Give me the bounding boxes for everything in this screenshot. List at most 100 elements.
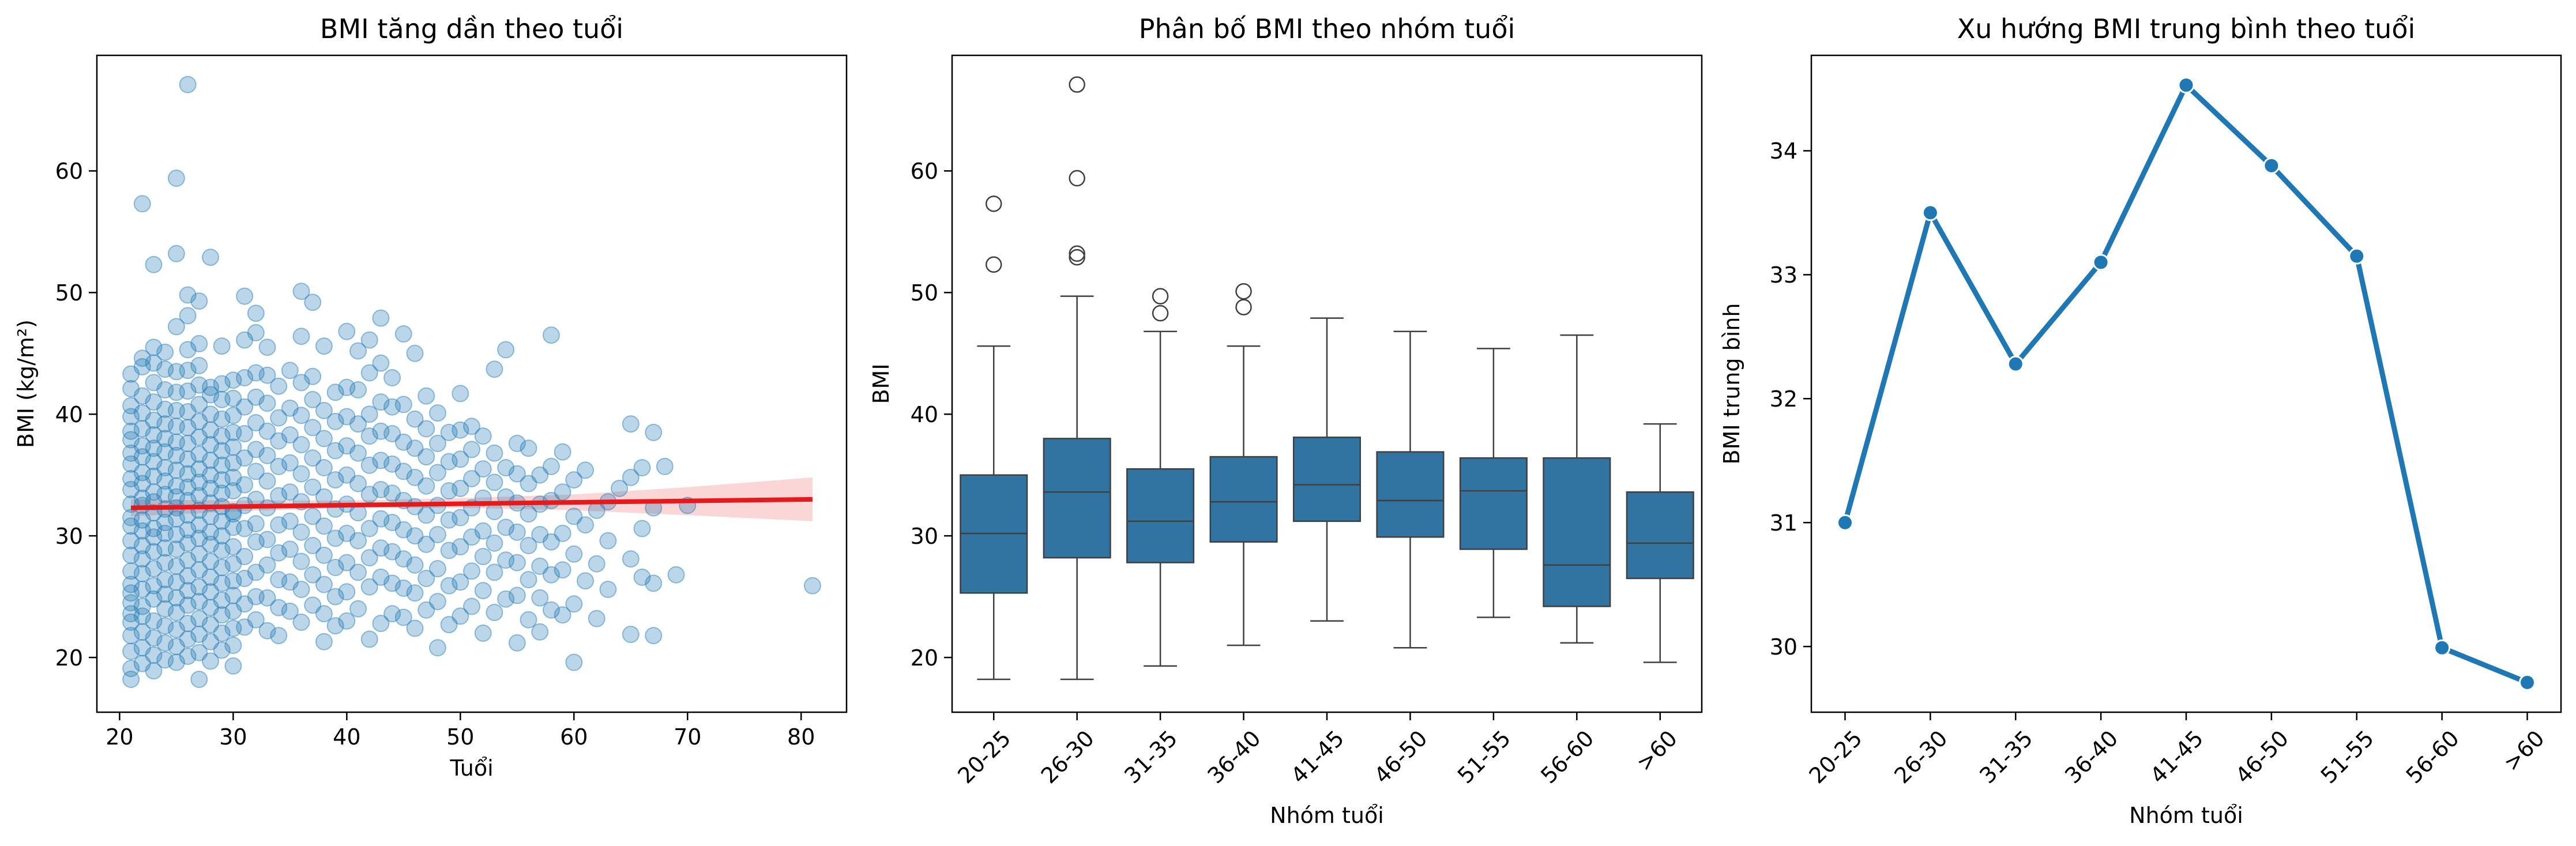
scatter-point xyxy=(633,459,651,476)
scatter-point xyxy=(167,526,185,543)
scatter-point xyxy=(588,610,606,627)
scatter-point xyxy=(213,484,231,502)
scatter-point xyxy=(292,328,310,345)
scatter-point xyxy=(122,431,140,449)
scatter-point xyxy=(156,524,174,542)
scatter-point xyxy=(145,393,163,411)
scatter-point xyxy=(497,341,515,359)
mean-bmi-point xyxy=(1837,514,1853,531)
scatter-point xyxy=(452,479,469,497)
scatter-point xyxy=(520,537,537,554)
scatter-point xyxy=(122,613,140,631)
scatter-point xyxy=(145,354,163,372)
scatter-point xyxy=(190,292,208,310)
scatter-x-tick-label: 50 xyxy=(446,724,474,750)
scatter-point xyxy=(281,483,299,501)
scatter-point xyxy=(145,339,163,356)
scatter-point xyxy=(428,560,446,578)
scatter-point xyxy=(190,334,208,352)
scatter-point xyxy=(202,479,219,497)
scatter-point xyxy=(224,538,242,556)
scatter-point xyxy=(247,611,265,629)
scatter-point xyxy=(486,444,503,462)
scatter-point xyxy=(133,420,151,438)
scatter-point xyxy=(349,342,367,360)
scatter-point xyxy=(349,600,367,618)
line-y-tick-label: 31 xyxy=(1770,510,1797,536)
scatter-point xyxy=(202,378,219,396)
box-iqr xyxy=(1209,456,1278,543)
scatter-point xyxy=(542,533,560,551)
scatter-point xyxy=(497,518,515,536)
box-36-40 xyxy=(1209,283,1278,646)
scatter-point xyxy=(281,362,299,379)
scatter-point xyxy=(167,363,185,381)
scatter-point xyxy=(463,418,480,435)
scatter-point xyxy=(179,419,197,437)
scatter-point xyxy=(258,394,276,412)
scatter-point xyxy=(383,574,401,592)
scatter-point xyxy=(179,648,197,665)
scatter-point xyxy=(247,388,265,406)
scatter-point xyxy=(497,551,515,569)
scatter-point xyxy=(428,593,446,611)
scatter-point xyxy=(167,589,185,607)
scatter-point xyxy=(156,651,174,669)
box->60 xyxy=(1626,423,1694,663)
box-20-25 xyxy=(960,195,1028,680)
scatter-point xyxy=(270,516,288,534)
scatter-point xyxy=(349,475,367,492)
scatter-point xyxy=(202,466,219,484)
scatter-point xyxy=(292,283,310,300)
scatter-point xyxy=(315,546,333,564)
scatter-point xyxy=(599,581,617,598)
scatter-point xyxy=(122,576,140,593)
scatter-point xyxy=(360,364,378,382)
scatter-point xyxy=(167,433,185,451)
scatter-x-axis-label: Tuổi xyxy=(449,755,493,781)
scatter-point xyxy=(565,545,583,563)
scatter-point xyxy=(247,533,265,551)
scatter-point xyxy=(667,566,685,584)
scatter-point xyxy=(542,326,560,344)
box-iqr xyxy=(1626,491,1694,580)
scatter-point xyxy=(338,437,356,455)
scatter-point xyxy=(145,543,163,561)
scatter-point xyxy=(122,562,140,580)
scatter-point xyxy=(474,427,492,445)
scatter-point xyxy=(236,287,254,305)
scatter-point xyxy=(133,522,151,540)
scatter-point xyxy=(122,671,140,688)
scatter-point xyxy=(213,606,231,624)
scatter-point xyxy=(508,434,526,452)
scatter-point xyxy=(315,337,333,355)
scatter-point xyxy=(452,385,469,403)
line-title: Xu hướng BMI trung bình theo tuổi xyxy=(1957,13,2416,44)
scatter-point xyxy=(508,586,526,604)
scatter-point xyxy=(167,318,185,336)
scatter-point xyxy=(133,195,151,213)
scatter-point xyxy=(645,627,663,645)
scatter-point xyxy=(122,509,140,527)
scatter-point xyxy=(486,473,503,491)
scatter-point xyxy=(156,415,174,433)
outlier-point xyxy=(985,256,1002,273)
scatter-point xyxy=(122,397,140,415)
scatter-point xyxy=(531,557,549,575)
scatter-point xyxy=(554,443,571,461)
scatter-point xyxy=(645,574,663,592)
box-46-50 xyxy=(1376,330,1445,649)
scatter-point xyxy=(383,543,401,561)
scatter-point xyxy=(315,633,333,651)
mean-bmi-point xyxy=(1921,204,1939,221)
scatter-point xyxy=(304,596,322,614)
scatter-point xyxy=(326,412,344,430)
scatter-point xyxy=(247,563,265,581)
scatter-point xyxy=(258,446,276,464)
scatter-point xyxy=(247,463,265,480)
scatter-point xyxy=(190,428,208,446)
scatter-point xyxy=(542,457,560,475)
scatter-point xyxy=(383,484,401,502)
mean-bmi-point xyxy=(2007,355,2024,373)
line-y-ticks: 30 31 32 33 34 xyxy=(1770,138,1811,660)
